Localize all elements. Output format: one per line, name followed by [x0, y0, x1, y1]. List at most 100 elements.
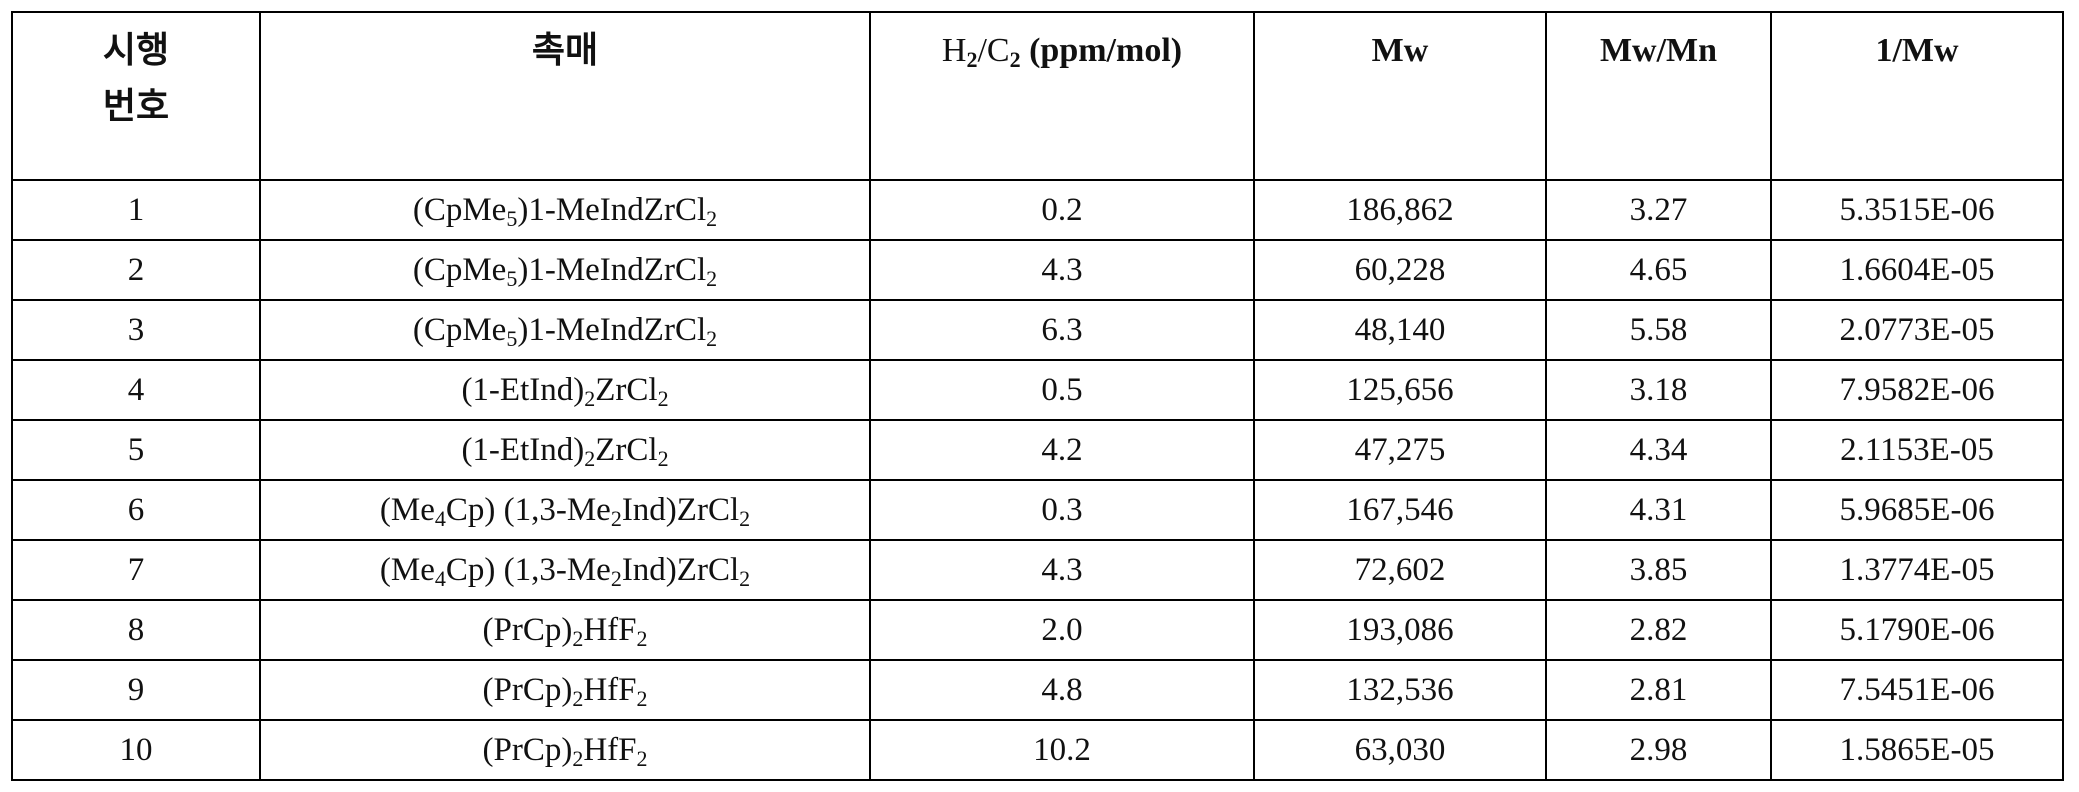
cell-text: 7.5451E-06: [1840, 672, 1995, 708]
table-cell: 2.98: [1546, 720, 1771, 780]
table-cell: 48,140: [1254, 300, 1546, 360]
cell-text: 4.3: [1041, 252, 1082, 288]
cell-text: 4.31: [1630, 492, 1688, 528]
cell-text: 0.2: [1041, 192, 1082, 228]
table-cell: 4.3: [870, 540, 1254, 600]
cell-text: 5: [128, 432, 145, 468]
header-cell: 촉매: [260, 12, 870, 180]
subscript: 2: [637, 686, 648, 711]
text-part: )1-MeIndZrCl: [517, 312, 706, 348]
table-cell: 193,086: [1254, 600, 1546, 660]
cell-text: 2.0: [1041, 612, 1082, 648]
cell-text: 5.1790E-06: [1840, 612, 1995, 648]
table-cell: 125,656: [1254, 360, 1546, 420]
subscript: 2: [706, 206, 717, 231]
text-part: /C: [977, 32, 1009, 69]
table-cell: (1-EtInd)2ZrCl2: [260, 360, 870, 420]
cell-text: 7: [128, 552, 145, 588]
cell-text: 2.98: [1630, 732, 1688, 768]
text-part: )1-MeIndZrCl: [517, 192, 706, 228]
table-cell: 186,862: [1254, 180, 1546, 240]
table-cell: (PrCp)2HfF2: [260, 720, 870, 780]
cell-text: 2: [128, 252, 145, 288]
text-part: (CpMe: [413, 252, 507, 288]
table-cell: 47,275: [1254, 420, 1546, 480]
data-table: 시행번호촉매H2/C2 (ppm/mol)MwMw/Mn1/Mw 1(CpMe5…: [11, 11, 2064, 781]
text-part: HfF: [583, 612, 636, 648]
cell-text: 5.9685E-06: [1840, 492, 1995, 528]
table-cell: 3: [12, 300, 260, 360]
table-cell: 4.8: [870, 660, 1254, 720]
table-cell: 4.31: [1546, 480, 1771, 540]
text-part: (1-EtInd): [461, 432, 584, 468]
text-part: (ppm/mol): [1021, 32, 1183, 69]
subscript: 2: [572, 686, 583, 711]
cell-text: 186,862: [1346, 192, 1453, 228]
text-part: H: [942, 32, 967, 69]
subscript: 2: [658, 386, 669, 411]
table-cell: 167,546: [1254, 480, 1546, 540]
cell-text: 48,140: [1355, 312, 1446, 348]
header-cell: Mw/Mn: [1546, 12, 1771, 180]
cell-text: 8: [128, 612, 145, 648]
cell-text: 1: [128, 192, 145, 228]
cell-text: 167,546: [1346, 492, 1453, 528]
subscript: 2: [966, 47, 977, 72]
text-part: (Me: [380, 552, 435, 588]
table-cell: 4.65: [1546, 240, 1771, 300]
cell-text: 2.1153E-05: [1840, 432, 1994, 468]
cell-text: 5.3515E-06: [1840, 192, 1995, 228]
cell-text: 193,086: [1346, 612, 1453, 648]
cell-text: 1.6604E-05: [1840, 252, 1995, 288]
cell-text: 2.82: [1630, 612, 1688, 648]
subscript: 2: [706, 266, 717, 291]
table-cell: 0.5: [870, 360, 1254, 420]
cell-text: 4.2: [1041, 432, 1082, 468]
table-cell: (PrCp)2HfF2: [260, 600, 870, 660]
table-row: 3(CpMe5)1-MeIndZrCl26.348,1405.582.0773E…: [12, 300, 2063, 360]
cell-text: 2.81: [1630, 672, 1688, 708]
table-cell: (Me4Cp) (1,3-Me2Ind)ZrCl2: [260, 480, 870, 540]
subscript: 2: [584, 446, 595, 471]
table-cell: 1.3774E-05: [1771, 540, 2063, 600]
header-text: Mw/Mn: [1600, 32, 1717, 69]
table-cell: 9: [12, 660, 260, 720]
text-part: (Me: [380, 492, 435, 528]
table-cell: 7.5451E-06: [1771, 660, 2063, 720]
cell-text: 132,536: [1346, 672, 1453, 708]
table-cell: 10.2: [870, 720, 1254, 780]
table-cell: (CpMe5)1-MeIndZrCl2: [260, 180, 870, 240]
cell-text: 9: [128, 672, 145, 708]
table-cell: 6.3: [870, 300, 1254, 360]
table-cell: 132,536: [1254, 660, 1546, 720]
cell-text: 1.3774E-05: [1840, 552, 1995, 588]
table-cell: (Me4Cp) (1,3-Me2Ind)ZrCl2: [260, 540, 870, 600]
cell-text: 125,656: [1346, 372, 1453, 408]
header-line: 번호: [103, 86, 169, 127]
subscript: 2: [637, 626, 648, 651]
cell-text: 3.27: [1630, 192, 1688, 228]
text-part: )1-MeIndZrCl: [517, 252, 706, 288]
cell-text: 4.65: [1630, 252, 1688, 288]
header-text: 촉매: [532, 30, 598, 71]
subscript: 5: [506, 326, 517, 351]
subscript: 4: [435, 506, 446, 531]
table-row: 7(Me4Cp) (1,3-Me2Ind)ZrCl24.372,6023.851…: [12, 540, 2063, 600]
cell-text: 4.8: [1041, 672, 1082, 708]
cell-text: 5.58: [1630, 312, 1688, 348]
cell-text: 72,602: [1355, 552, 1446, 588]
subscript: 2: [611, 566, 622, 591]
table-cell: 7: [12, 540, 260, 600]
cell-text: 10.2: [1033, 732, 1091, 768]
table-cell: (CpMe5)1-MeIndZrCl2: [260, 240, 870, 300]
cell-text: 60,228: [1355, 252, 1446, 288]
table-cell: 2: [12, 240, 260, 300]
cell-text: 63,030: [1355, 732, 1446, 768]
table-cell: 5.1790E-06: [1771, 600, 2063, 660]
table-cell: 2.81: [1546, 660, 1771, 720]
header-line: 시행: [103, 30, 169, 71]
table-row: 8 (PrCp)2HfF2 2.0 193,086 2.82 5.1790E-06: [12, 600, 2063, 660]
subscript: 5: [506, 206, 517, 231]
table-cell: 2.82: [1546, 600, 1771, 660]
